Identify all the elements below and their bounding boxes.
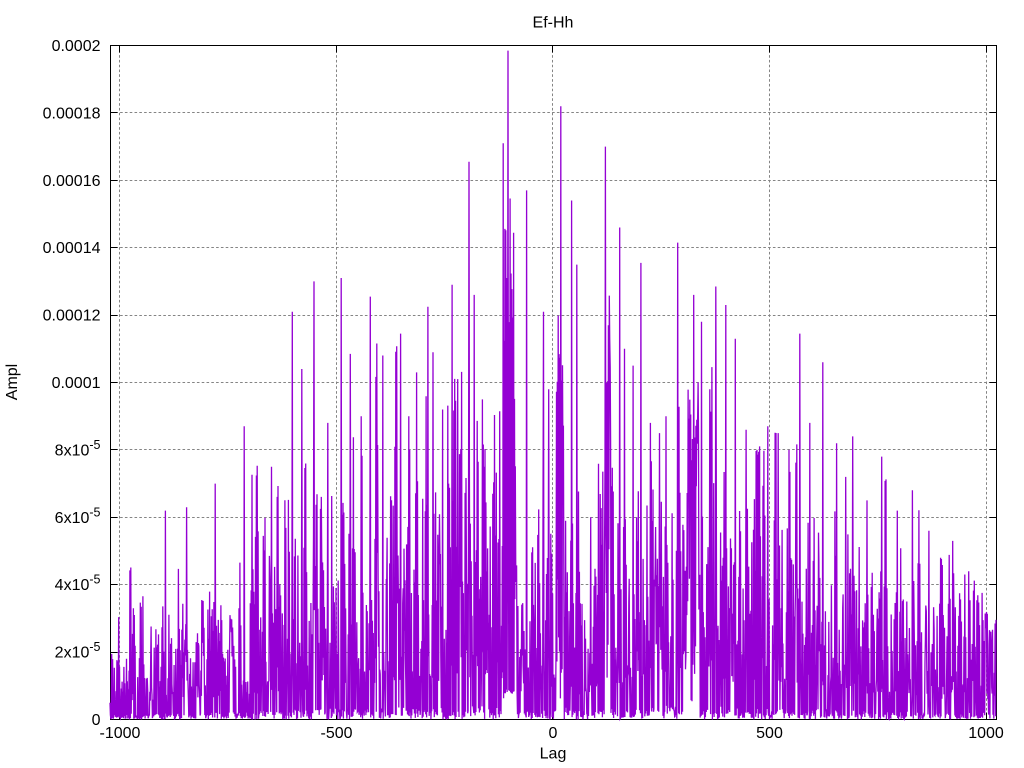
svg-text:0.0001: 0.0001 [52, 375, 101, 392]
svg-text:Ampl: Ampl [4, 364, 21, 400]
svg-text:0.00018: 0.00018 [43, 105, 101, 122]
svg-text:2x10-5: 2x10-5 [55, 640, 101, 662]
svg-text:-500: -500 [320, 725, 352, 742]
svg-text:6x10-5: 6x10-5 [55, 505, 101, 527]
svg-text:Lag: Lag [540, 746, 567, 763]
svg-text:8x10-5: 8x10-5 [55, 438, 101, 460]
svg-text:1000: 1000 [968, 725, 1004, 742]
svg-text:0.00014: 0.00014 [43, 240, 101, 257]
svg-text:500: 500 [756, 725, 783, 742]
svg-text:0.00016: 0.00016 [43, 173, 101, 190]
svg-text:Ef-Hh: Ef-Hh [533, 15, 574, 32]
svg-text:0: 0 [92, 712, 101, 729]
svg-text:-1000: -1000 [100, 725, 141, 742]
svg-text:4x10-5: 4x10-5 [55, 573, 101, 595]
svg-text:0.0002: 0.0002 [52, 38, 101, 55]
svg-text:0: 0 [549, 725, 558, 742]
svg-text:0.00012: 0.00012 [43, 308, 101, 325]
